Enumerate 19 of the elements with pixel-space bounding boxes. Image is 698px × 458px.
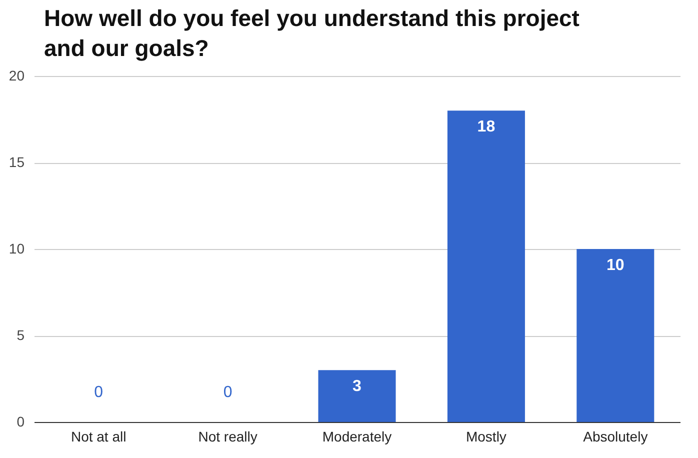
x-tick-label: Not at all bbox=[70, 428, 126, 444]
x-tick-label: Absolutely bbox=[583, 428, 648, 444]
data-label: 18 bbox=[477, 118, 496, 136]
data-label: 3 bbox=[352, 378, 362, 396]
bar bbox=[318, 370, 396, 422]
chart-title: How well do you feel you understand this project and our goals? bbox=[44, 5, 580, 61]
data-label: 0 bbox=[223, 384, 232, 401]
y-tick-label: 15 bbox=[8, 154, 25, 170]
x-tick-label: Mostly bbox=[466, 428, 506, 444]
bar bbox=[447, 110, 525, 422]
x-tick-label: Moderately bbox=[322, 428, 392, 444]
data-label: 10 bbox=[606, 257, 624, 274]
y-tick-label: 0 bbox=[16, 414, 25, 430]
y-tick-label: 10 bbox=[8, 240, 25, 256]
y-tick-label: 20 bbox=[8, 68, 25, 84]
x-tick-label: Not really bbox=[198, 428, 258, 444]
data-label: 0 bbox=[94, 384, 104, 401]
bar bbox=[576, 249, 654, 422]
y-tick-label: 5 bbox=[16, 327, 25, 343]
